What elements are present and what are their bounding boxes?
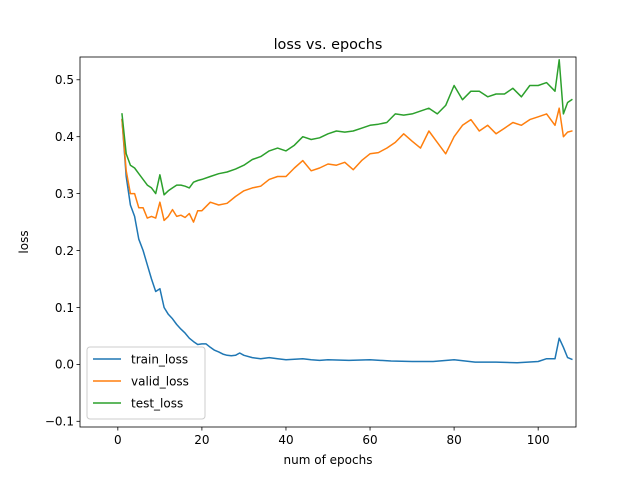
legend-box (86, 346, 206, 420)
x-tick-label: 60 (362, 433, 377, 447)
x-tick-label: 40 (278, 433, 293, 447)
chart-title: loss vs. epochs (274, 37, 383, 53)
x-tick-label: 100 (527, 433, 550, 447)
x-tick-label: 20 (194, 433, 209, 447)
plot-frame (79, 56, 577, 428)
y-tick-label: 0.3 (55, 187, 74, 201)
legend-label: valid_loss (131, 374, 189, 388)
legend-label: test_loss (131, 396, 183, 410)
y-axis-title: loss (17, 230, 31, 253)
series-line-train-loss (121, 118, 573, 364)
y-tick-label: 0.2 (55, 244, 74, 258)
legend-entries: train_loss valid_loss test_loss (93, 352, 189, 410)
y-tick-label: 0.0 (55, 358, 74, 372)
legend: train_loss valid_loss test_loss (86, 346, 206, 420)
series-line-test-loss (121, 59, 573, 196)
y-tick-label: 0.4 (55, 130, 74, 144)
ticks-layer: 0 20 40 60 80 100 −0.1 0.0 0.1 0.2 0.3 0.4 0.5 (45, 73, 550, 447)
x-tick-label: 0 (114, 433, 122, 447)
y-tick-label: −0.1 (45, 415, 74, 429)
x-axis-title: num of epochs (284, 453, 373, 467)
series-layer (121, 59, 573, 364)
y-tick-label: 0.1 (55, 301, 74, 315)
series-line-valid-loss (121, 107, 573, 223)
y-tick-label: 0.5 (55, 73, 74, 87)
x-tick-label: 80 (446, 433, 461, 447)
legend-label: train_loss (131, 352, 188, 366)
